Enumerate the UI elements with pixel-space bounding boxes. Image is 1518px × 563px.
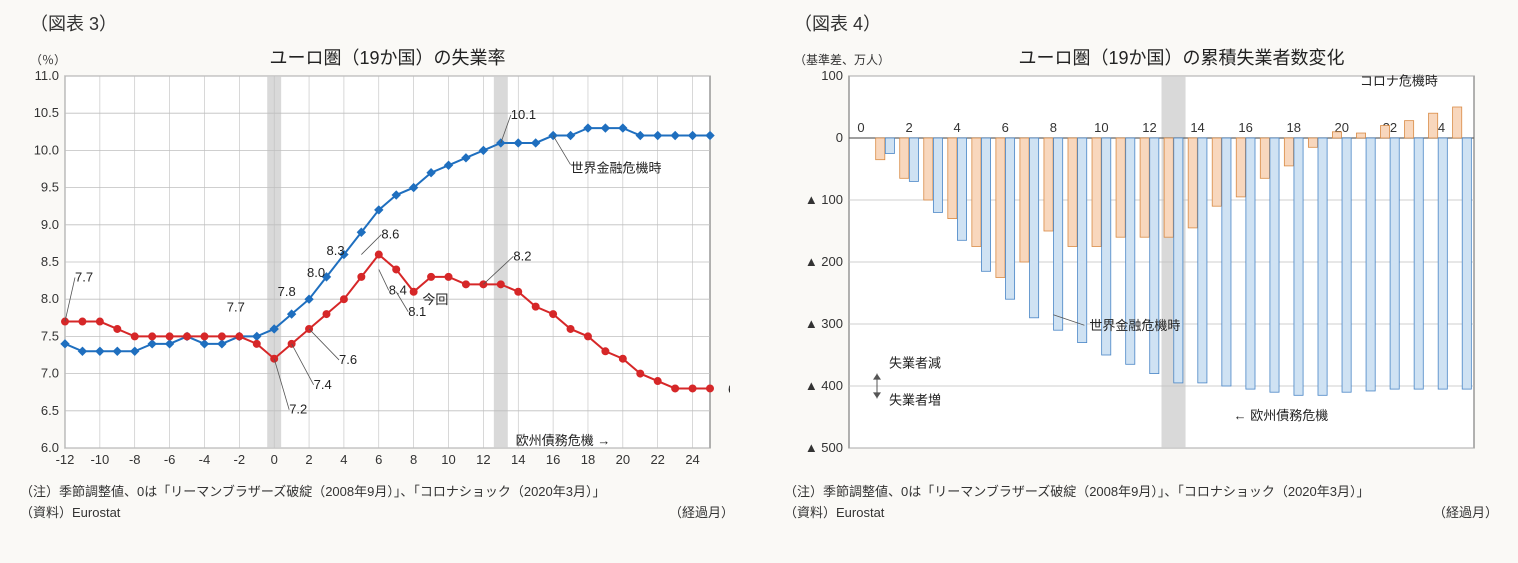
svg-text:6.5: 6.5: [41, 403, 59, 418]
svg-text:-12: -12: [56, 452, 75, 467]
svg-text:今回: 今回: [422, 292, 448, 307]
svg-text:▲ 400: ▲ 400: [805, 378, 843, 393]
svg-text:16: 16: [1238, 120, 1252, 135]
svg-text:6: 6: [1002, 120, 1009, 135]
svg-text:7.7: 7.7: [227, 300, 245, 315]
svg-text:16: 16: [546, 452, 560, 467]
svg-text:0: 0: [836, 130, 843, 145]
figure-3-label: （図表 3）: [30, 10, 744, 36]
svg-text:8.5: 8.5: [41, 254, 59, 269]
figure-4-footnote-2: （資料）Eurostat: [784, 505, 884, 522]
svg-text:8.6: 8.6: [381, 227, 399, 242]
svg-text:欧州債務危機 →: 欧州債務危機 →: [516, 433, 611, 448]
svg-text:9.0: 9.0: [41, 217, 59, 232]
svg-text:2: 2: [305, 452, 312, 467]
svg-text:22: 22: [650, 452, 664, 467]
svg-text:世界金融危機時: 世界金融危機時: [571, 161, 662, 176]
svg-text:10.0: 10.0: [34, 142, 59, 157]
svg-text:7.2: 7.2: [289, 402, 307, 417]
svg-text:12: 12: [1142, 120, 1156, 135]
svg-text:18: 18: [1286, 120, 1300, 135]
svg-text:8.2: 8.2: [513, 248, 531, 263]
svg-text:7.4: 7.4: [314, 377, 332, 392]
figure-3-footnote-1: （注）季節調整値、0は「リーマンブラザーズ破綻（2008年9月）」、「コロナショ…: [20, 484, 744, 501]
svg-text:6.8: 6.8: [728, 381, 730, 396]
svg-text:8.0: 8.0: [307, 265, 325, 280]
svg-text:世界金融危機時: 世界金融危機時: [1089, 318, 1180, 333]
svg-text:7.7: 7.7: [75, 270, 93, 285]
figure-4-label: （図表 4）: [794, 10, 1508, 36]
svg-text:ユーロ圏（19か国）の失業率: ユーロ圏（19か国）の失業率: [269, 48, 505, 68]
svg-text:6: 6: [375, 452, 382, 467]
svg-text:（％）: （％）: [30, 53, 66, 67]
svg-text:8: 8: [410, 452, 417, 467]
svg-text:-6: -6: [164, 452, 176, 467]
svg-text:7.6: 7.6: [339, 352, 357, 367]
svg-text:10: 10: [1094, 120, 1108, 135]
svg-text:10.1: 10.1: [511, 107, 536, 122]
svg-text:0: 0: [857, 120, 864, 135]
svg-text:ユーロ圏（19か国）の累積失業者数変化: ユーロ圏（19か国）の累積失業者数変化: [1018, 48, 1344, 68]
figure-3-panel: （図表 3） 6.06.57.07.58.08.59.09.510.010.51…: [10, 10, 744, 522]
svg-text:▲ 200: ▲ 200: [805, 254, 843, 269]
svg-text:18: 18: [581, 452, 595, 467]
svg-text:（基準差、万人）: （基準差、万人）: [794, 52, 890, 67]
svg-text:8.0: 8.0: [41, 291, 59, 306]
svg-text:失業者増: 失業者増: [889, 393, 941, 408]
svg-text:100: 100: [821, 68, 843, 83]
svg-text:10.5: 10.5: [34, 105, 59, 120]
svg-text:-8: -8: [129, 452, 141, 467]
svg-text:7.5: 7.5: [41, 328, 59, 343]
svg-text:12: 12: [476, 452, 490, 467]
svg-text:14: 14: [1190, 120, 1204, 135]
svg-text:2: 2: [905, 120, 912, 135]
figure-4-panel: （図表 4） ▲ 500 ▲ 400 ▲ 300 ▲ 200 ▲ 100 0 100 0 2 4 6…: [774, 10, 1508, 522]
svg-text:コロナ危機時: コロナ危機時: [1360, 73, 1438, 88]
svg-text:4: 4: [954, 120, 961, 135]
svg-text:4: 4: [340, 452, 347, 467]
svg-text:7.8: 7.8: [278, 284, 296, 299]
svg-text:-4: -4: [199, 452, 211, 467]
svg-text:← 欧州債務危機: ← 欧州債務危機: [1234, 408, 1329, 423]
svg-text:10: 10: [441, 452, 455, 467]
svg-text:24: 24: [685, 452, 699, 467]
svg-text:▲ 300: ▲ 300: [805, 316, 843, 331]
figure-3-x-unit: （経過月）: [669, 505, 734, 522]
figure-4-footnote-1: （注）季節調整値、0は「リーマンブラザーズ破綻（2008年9月）」、「コロナショ…: [784, 484, 1508, 501]
svg-text:▲ 500: ▲ 500: [805, 440, 843, 455]
svg-text:7.0: 7.0: [41, 366, 59, 381]
svg-text:8.3: 8.3: [326, 243, 344, 258]
svg-text:失業者減: 失業者減: [889, 355, 941, 370]
svg-text:11.0: 11.0: [35, 68, 59, 83]
svg-text:-2: -2: [234, 452, 246, 467]
svg-text:-10: -10: [90, 452, 109, 467]
svg-text:0: 0: [271, 452, 278, 467]
figure-3-footnote-2: （資料）Eurostat: [20, 505, 120, 522]
svg-text:14: 14: [511, 452, 525, 467]
svg-text:8: 8: [1050, 120, 1057, 135]
figure-4-x-unit: （経過月）: [1433, 505, 1498, 522]
bar-chart-cumulative-unemployed: ▲ 500 ▲ 400 ▲ 300 ▲ 200 ▲ 100 0 100 0 2 4 6 8 10 12 14…: [774, 40, 1494, 480]
svg-text:9.5: 9.5: [41, 180, 59, 195]
svg-text:20: 20: [616, 452, 630, 467]
line-chart-eurozone-unemployment: 6.06.57.07.58.08.59.09.510.010.511.0-12-…: [10, 40, 730, 480]
svg-text:▲ 100: ▲ 100: [805, 192, 843, 207]
